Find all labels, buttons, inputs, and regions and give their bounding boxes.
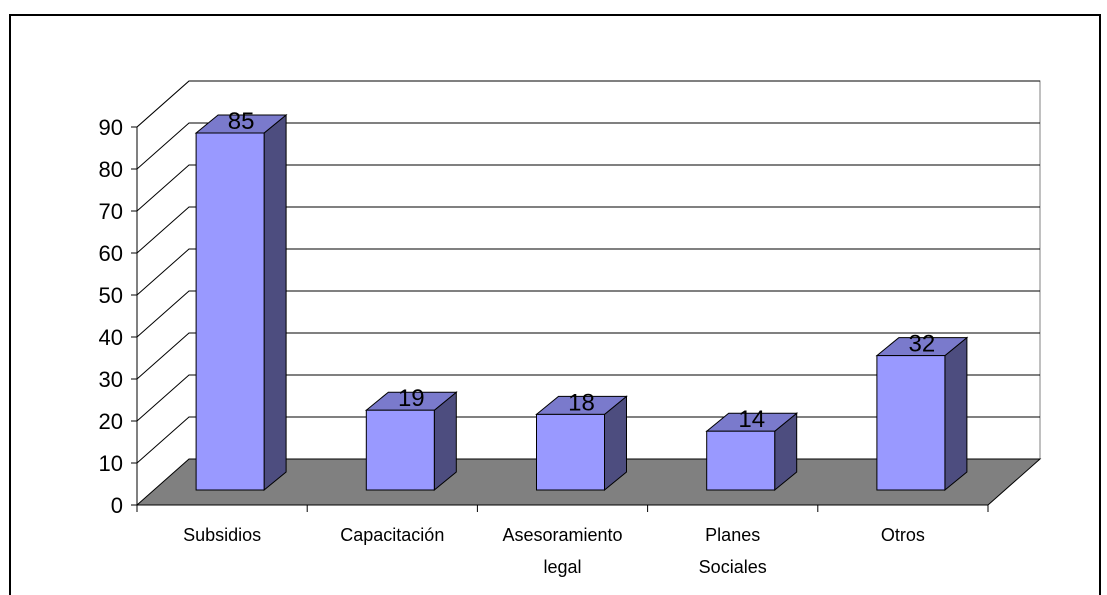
y-tick-label: 40 xyxy=(99,325,123,350)
y-tick-label: 70 xyxy=(99,199,123,224)
bars xyxy=(194,113,969,492)
data-label: 19 xyxy=(398,385,425,412)
y-axis-ticks: 0 10 20 30 40 50 60 70 80 90 xyxy=(99,115,137,518)
data-label: 85 xyxy=(228,108,255,135)
y-tick-label: 30 xyxy=(99,367,123,392)
bar xyxy=(365,409,435,491)
gridline xyxy=(136,374,1040,422)
category-label: Asesoramiento legal xyxy=(502,525,622,577)
category-label-line: legal xyxy=(543,557,581,577)
data-label: 32 xyxy=(909,331,936,358)
gridline xyxy=(136,164,1040,212)
y-tick-label: 20 xyxy=(99,409,123,434)
category-label-line: Capacitación xyxy=(340,525,444,545)
category-label: Subsidios xyxy=(183,525,261,545)
bar-side xyxy=(263,113,287,492)
gridline xyxy=(136,80,1040,128)
axes xyxy=(136,127,988,506)
data-labels: 85 19 18 14 32 xyxy=(228,108,936,433)
gridline xyxy=(136,290,1040,338)
category-label-line: Subsidios xyxy=(183,525,261,545)
category-label: Planes Sociales xyxy=(699,525,767,577)
category-label: Capacitación xyxy=(340,525,444,545)
category-label-line: Otros xyxy=(881,525,925,545)
y-tick-label: 80 xyxy=(99,157,123,182)
category-label-line: Planes xyxy=(705,525,760,545)
chart-frame xyxy=(9,14,1101,595)
data-label: 18 xyxy=(568,389,595,416)
category-label-line: Asesoramiento xyxy=(502,525,622,545)
bar xyxy=(706,430,776,491)
category-labels: Subsidios Capacitación Asesoramiento legal P… xyxy=(183,525,925,577)
category-label: Otros xyxy=(881,525,925,545)
bar-side xyxy=(944,336,968,492)
gridlines xyxy=(136,80,1040,464)
data-label: 14 xyxy=(738,406,765,433)
gridline xyxy=(136,122,1040,170)
y-tick-label: 0 xyxy=(111,493,123,518)
y-tick-label: 90 xyxy=(99,115,123,140)
bar xyxy=(536,413,605,491)
y-tick-label: 10 xyxy=(99,451,123,476)
category-label-line: Sociales xyxy=(699,557,767,577)
bar xyxy=(876,355,946,491)
gridline xyxy=(136,248,1040,296)
y-tick-label: 60 xyxy=(99,241,123,266)
y-tick-label: 50 xyxy=(99,283,123,308)
gridline xyxy=(136,332,1040,380)
x-axis-ticks xyxy=(136,505,989,512)
gridline xyxy=(136,206,1040,254)
bar xyxy=(195,132,265,491)
